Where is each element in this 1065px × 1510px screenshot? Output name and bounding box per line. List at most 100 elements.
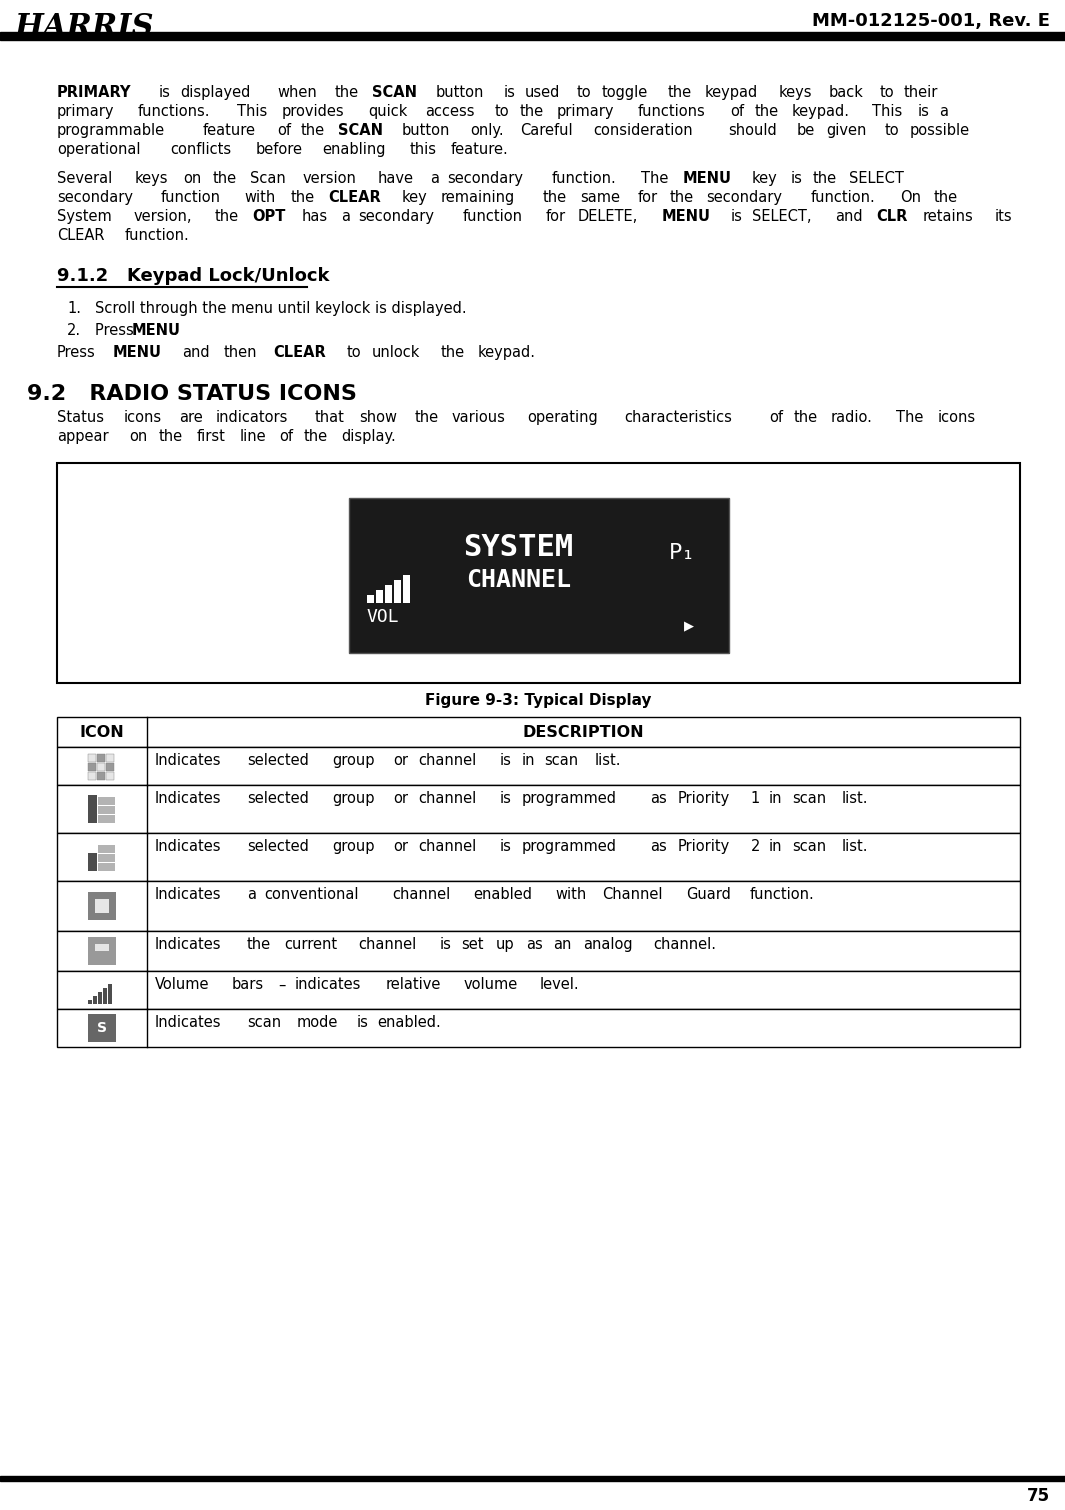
Bar [106,764,114,772]
Text: Press: Press [95,323,138,338]
Text: scan: scan [247,1015,281,1030]
Text: SELECT: SELECT [849,171,904,186]
Text: the: the [247,938,271,953]
Text: This: This [236,104,267,119]
Text: be: be [797,122,815,137]
Text: This: This [872,104,903,119]
Text: the: the [291,190,315,205]
Bar [403,575,410,602]
Text: of: of [277,122,291,137]
Text: of: of [731,104,744,119]
Text: various: various [452,409,505,424]
Text: conflicts: conflicts [170,142,232,157]
Text: the: the [440,344,464,359]
Text: Indicates: Indicates [155,840,222,855]
Text: function.: function. [552,171,617,186]
Text: CLR: CLR [876,208,907,223]
Text: the: the [304,429,328,444]
Text: remaining: remaining [441,190,515,205]
Bar [95,900,109,914]
Text: up: up [496,938,514,953]
Text: are: are [179,409,202,424]
Text: with: with [245,190,276,205]
Bar [88,938,116,965]
Bar [393,580,400,602]
Text: is: is [731,208,742,223]
Text: level.: level. [539,977,578,992]
Text: to: to [885,122,899,137]
Text: indicates: indicates [294,977,361,992]
Bar [93,997,97,1004]
Text: bars: bars [231,977,263,992]
Text: programmed: programmed [521,791,617,806]
Text: display.: display. [341,429,395,444]
Bar [88,764,96,772]
Text: keys: keys [134,171,168,186]
Text: MENU: MENU [683,171,732,186]
Text: function: function [161,190,222,205]
Text: is: is [440,938,452,953]
Text: to: to [880,85,894,100]
Text: as: as [526,938,542,953]
Text: ▶: ▶ [684,618,693,636]
Text: its: its [995,208,1012,223]
Text: is: is [159,85,171,100]
Bar [88,773,96,781]
Bar [106,773,114,781]
Text: .: . [173,323,177,338]
Bar [108,985,112,1004]
Text: possible: possible [910,122,969,137]
Bar [348,498,728,652]
Text: version: version [302,171,356,186]
Text: feature.: feature. [450,142,509,157]
Text: the: the [670,190,693,205]
Text: Figure 9-3: Typical Display: Figure 9-3: Typical Display [425,693,652,708]
Text: on: on [130,429,148,444]
Text: appear: appear [58,429,109,444]
Text: line: line [240,429,266,444]
Text: key: key [752,171,777,186]
Bar [98,992,102,1004]
Text: function: function [462,208,523,223]
Text: analog: analog [583,938,633,953]
Text: unlock: unlock [372,344,421,359]
Bar [98,855,115,862]
Text: programmable: programmable [58,122,165,137]
Text: SYSTEM: SYSTEM [463,533,574,562]
Bar [58,834,1020,882]
Text: indicators: indicators [215,409,288,424]
Text: button: button [436,85,484,100]
Text: to: to [347,344,362,359]
Text: scan: scan [792,840,826,855]
Text: this: this [410,142,437,157]
Text: is: is [791,171,803,186]
Text: keypad.: keypad. [791,104,850,119]
Text: Priority: Priority [677,840,730,855]
Text: PRIMARY: PRIMARY [58,85,131,100]
Text: OPT: OPT [252,208,285,223]
Text: is: is [356,1015,368,1030]
Text: channel: channel [359,938,416,953]
Bar [376,589,382,602]
Text: group: group [332,753,375,769]
Text: a: a [247,888,256,903]
Text: in: in [769,840,782,855]
Text: function.: function. [810,190,875,205]
Text: icons: icons [937,409,976,424]
Text: set: set [461,938,484,953]
Text: to: to [577,85,591,100]
Text: icons: icons [124,409,162,424]
Text: Indicates: Indicates [155,938,222,953]
Text: the: the [933,190,957,205]
Text: 2: 2 [751,840,760,855]
Text: primary: primary [58,104,115,119]
Text: retains: retains [922,208,973,223]
Text: same: same [580,190,620,205]
Text: MENU: MENU [132,323,181,338]
Text: and: and [182,344,210,359]
Text: 1.: 1. [67,300,81,316]
Text: group: group [332,791,375,806]
Text: to: to [495,104,510,119]
Text: the: the [159,429,183,444]
Text: scan: scan [544,753,578,769]
